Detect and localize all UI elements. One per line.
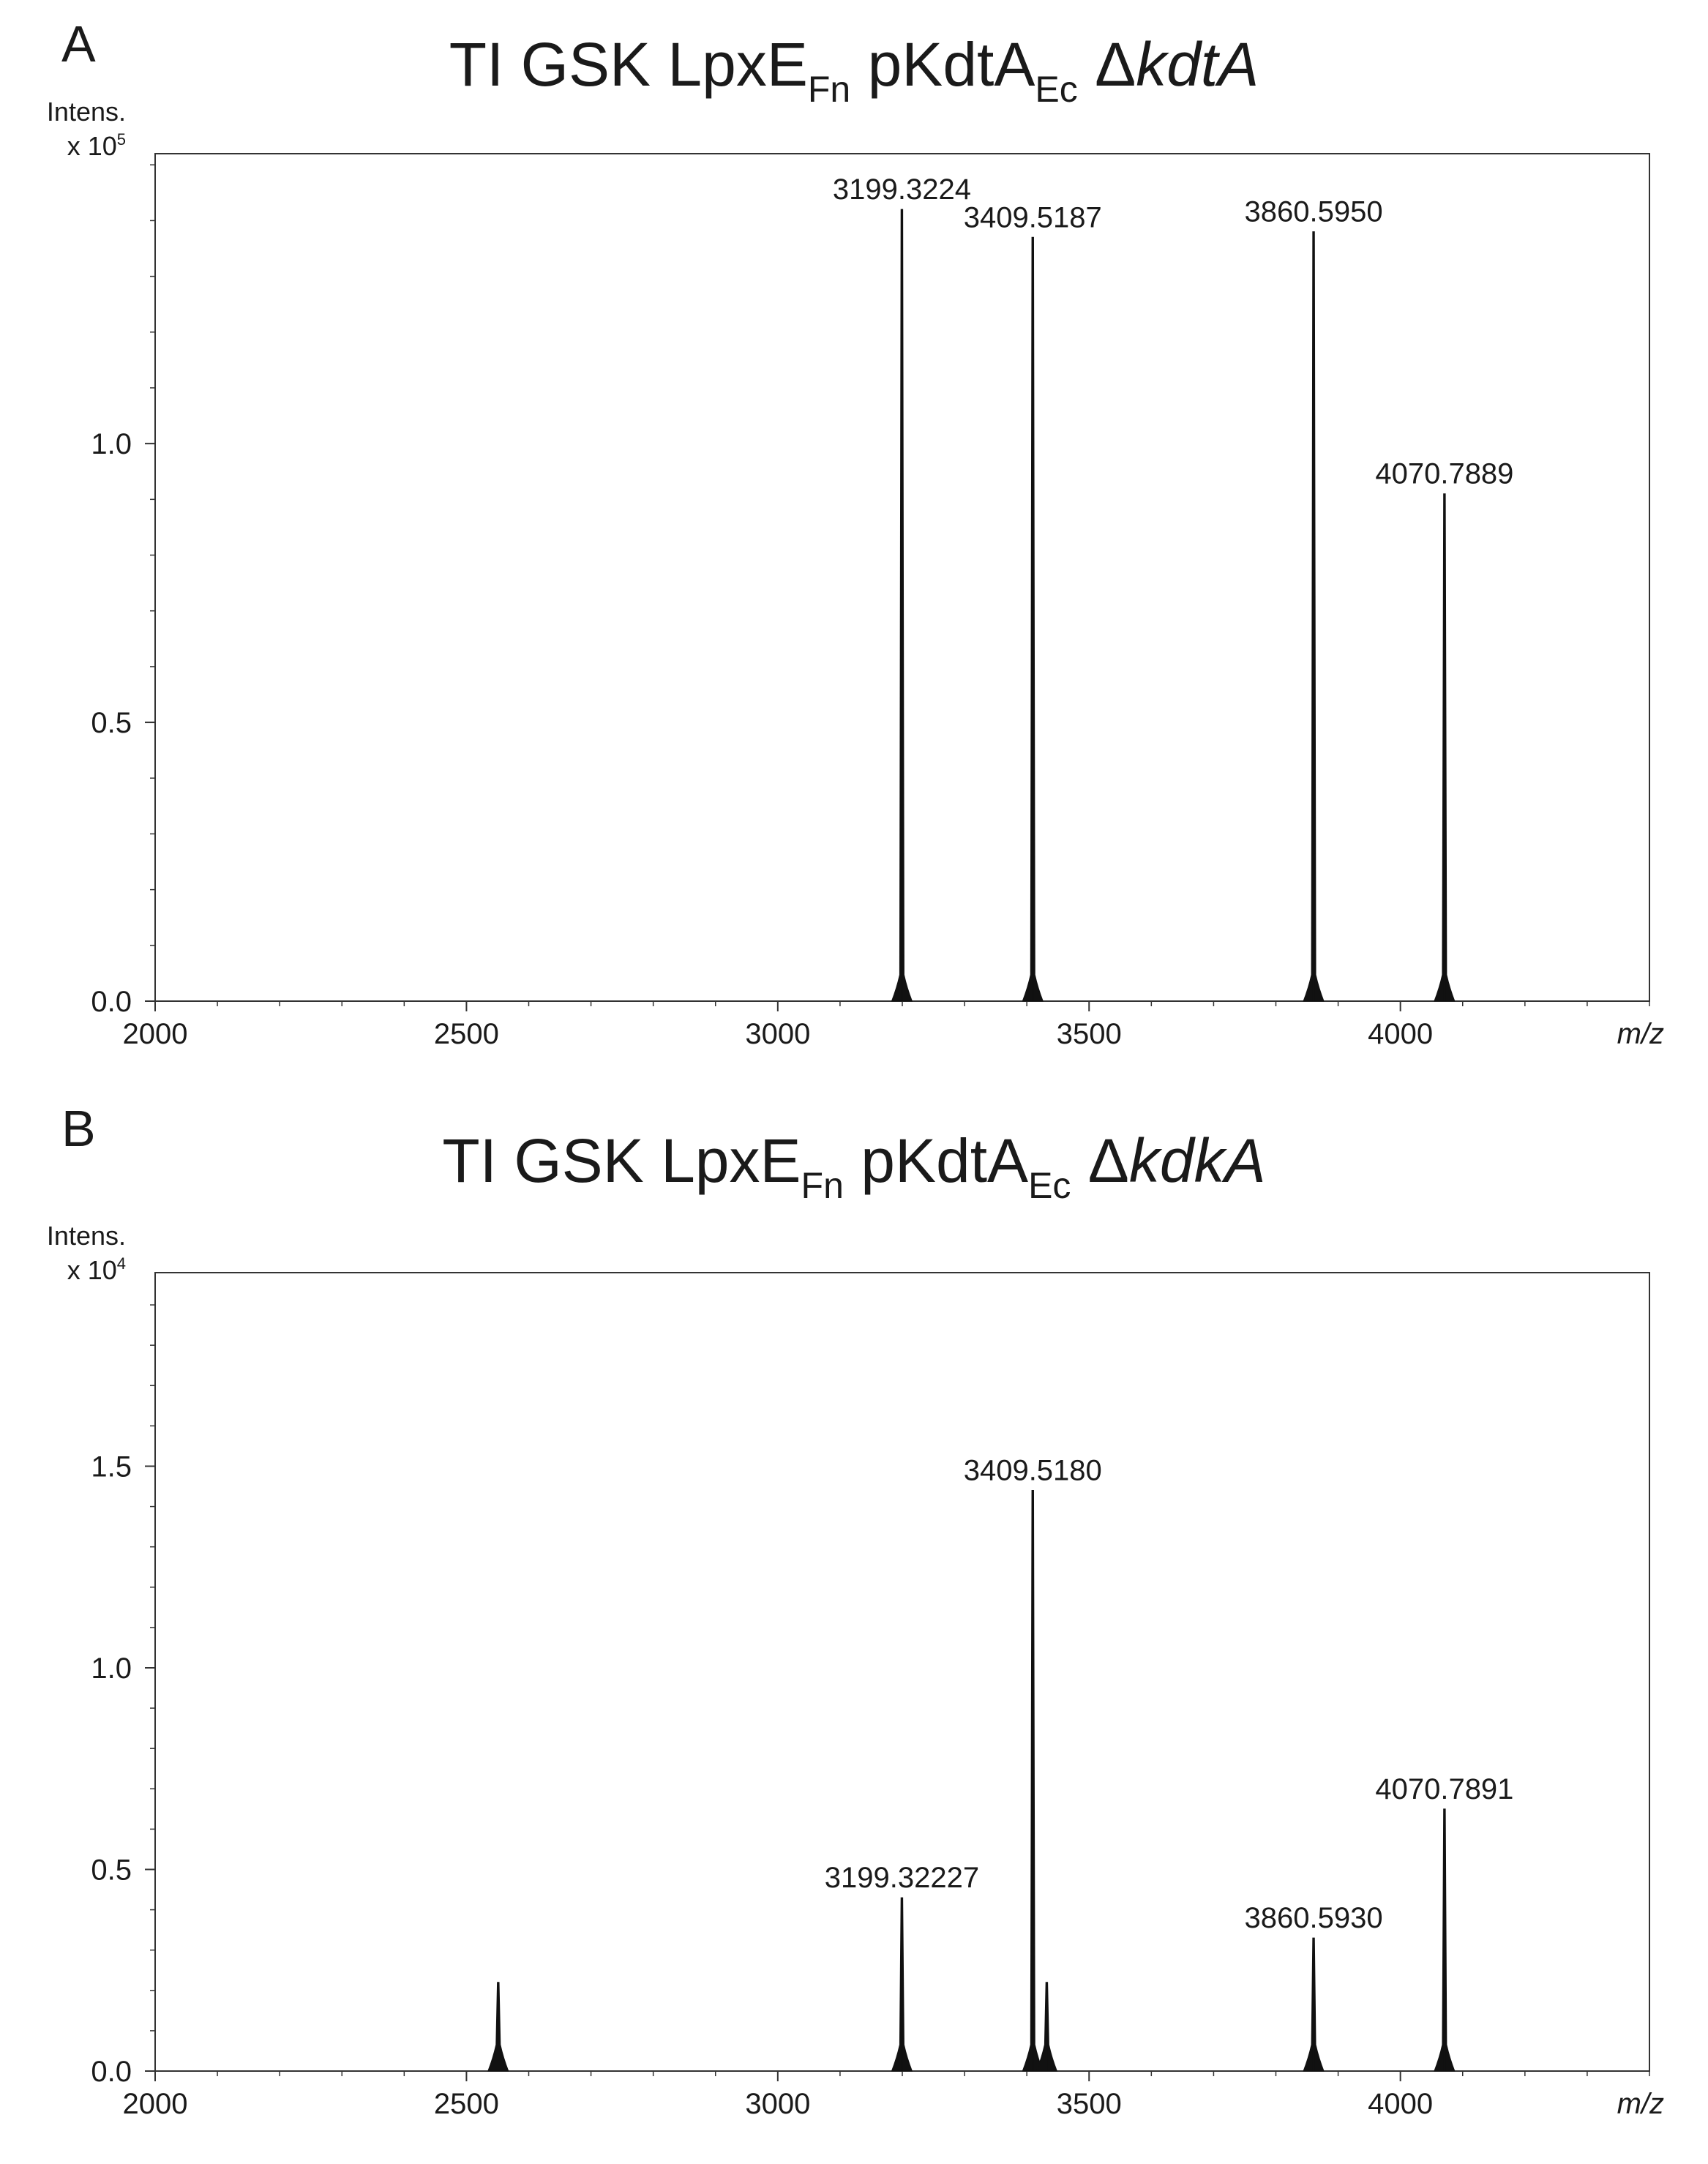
peak-label: 3409.5180	[964, 1455, 1102, 1487]
y-tick-label: 0.0	[91, 2056, 132, 2088]
y-axis-scale: x 105	[38, 130, 126, 162]
peak-label: 3409.5187	[964, 201, 1102, 233]
panel-letter: A	[61, 15, 96, 72]
spectrum-peak	[1434, 493, 1456, 1002]
peak-label: 4070.7891	[1375, 1773, 1513, 1805]
y-tick-label: 1.0	[91, 1652, 132, 1685]
spectrum-peak	[1022, 1490, 1044, 2072]
y-axis-label: Intens.	[46, 1221, 126, 1251]
y-scale-exponent: 4	[116, 1254, 126, 1273]
y-scale-base: x 10	[67, 1255, 117, 1285]
title-subscript: Ec	[1035, 69, 1078, 110]
y-scale-exponent: 5	[116, 130, 126, 149]
peak-label: 3199.3224	[833, 173, 971, 206]
title-delta: Δ	[1077, 30, 1136, 99]
x-axis-label: m/z	[1617, 1018, 1664, 1050]
y-tick-label: 0.5	[91, 707, 132, 739]
spectrum-peak	[487, 1982, 509, 2072]
title-gene: kdtA	[1136, 30, 1259, 99]
x-tick-label: 3000	[745, 2088, 810, 2120]
peak-label: 4070.7889	[1375, 458, 1513, 490]
x-tick-label: 3500	[1057, 2088, 1122, 2120]
title-middle: pKdtA	[850, 30, 1035, 99]
spectrum-peak	[1303, 1937, 1325, 2072]
y-axis-scale: x 104	[38, 1254, 126, 1286]
spectrum-plot: 2000 2500 3000 3500 4000 m/z 0.0 0.5 1.0 3199.322…	[91, 153, 1664, 1050]
title-gene: kdkA	[1128, 1126, 1266, 1195]
spectrum-peak	[1035, 1982, 1058, 2072]
x-tick-label: 4000	[1368, 1018, 1433, 1050]
title-delta: Δ	[1071, 1126, 1129, 1195]
spectrum-panel-a: A TI GSK LpxEFn pKdtAEc ΔkdtA Intens. x …	[0, 15, 1708, 1050]
x-tick-label: 3500	[1057, 1018, 1122, 1050]
x-tick-label: 2500	[434, 2088, 499, 2120]
spectrum-peak	[1022, 236, 1044, 1002]
x-tick-label: 2500	[434, 1018, 499, 1050]
spectrum-peak	[891, 1897, 913, 2072]
x-tick-label: 4000	[1368, 2088, 1433, 2120]
spectrum-peak	[1303, 231, 1325, 1002]
y-tick-label: 1.5	[91, 1450, 132, 1483]
title-main: TI GSK LpxE	[442, 1126, 801, 1195]
title-subscript: Fn	[801, 1165, 844, 1206]
x-tick-label: 2000	[123, 1018, 188, 1050]
panel-letter: B	[61, 1100, 96, 1157]
chart-title: TI GSK LpxEFn pKdtAEc ΔkdkA	[0, 1126, 1708, 1207]
x-axis-label: m/z	[1617, 2088, 1664, 2120]
y-tick-label: 0.5	[91, 1854, 132, 1886]
title-subscript: Ec	[1028, 1165, 1071, 1206]
y-tick-label: 1.0	[91, 428, 132, 460]
spectrum-plot: 2000 2500 3000 3500 4000 m/z 0.0 0.5 1.0 1.5 3199.…	[91, 1272, 1664, 2120]
title-subscript: Fn	[807, 69, 851, 110]
peak-label: 3860.5950	[1245, 196, 1383, 228]
title-middle: pKdtA	[843, 1126, 1029, 1195]
spectrum-peak	[1434, 1808, 1456, 2072]
peak-label: 3860.5930	[1245, 1902, 1383, 1934]
spectrum-peak	[891, 209, 913, 1002]
y-axis-label: Intens.	[46, 97, 126, 127]
peak-label: 3199.32227	[825, 1862, 979, 1894]
y-tick-label: 0.0	[91, 986, 132, 1018]
x-tick-label: 2000	[123, 2088, 188, 2120]
x-tick-label: 3000	[745, 1018, 810, 1050]
title-main: TI GSK LpxE	[449, 30, 808, 99]
chart-title: TI GSK LpxEFn pKdtAEc ΔkdtA	[0, 29, 1708, 111]
y-scale-base: x 10	[67, 131, 117, 161]
spectrum-panel-b: B TI GSK LpxEFn pKdtAEc ΔkdkA Intens. x …	[0, 1082, 1708, 2164]
